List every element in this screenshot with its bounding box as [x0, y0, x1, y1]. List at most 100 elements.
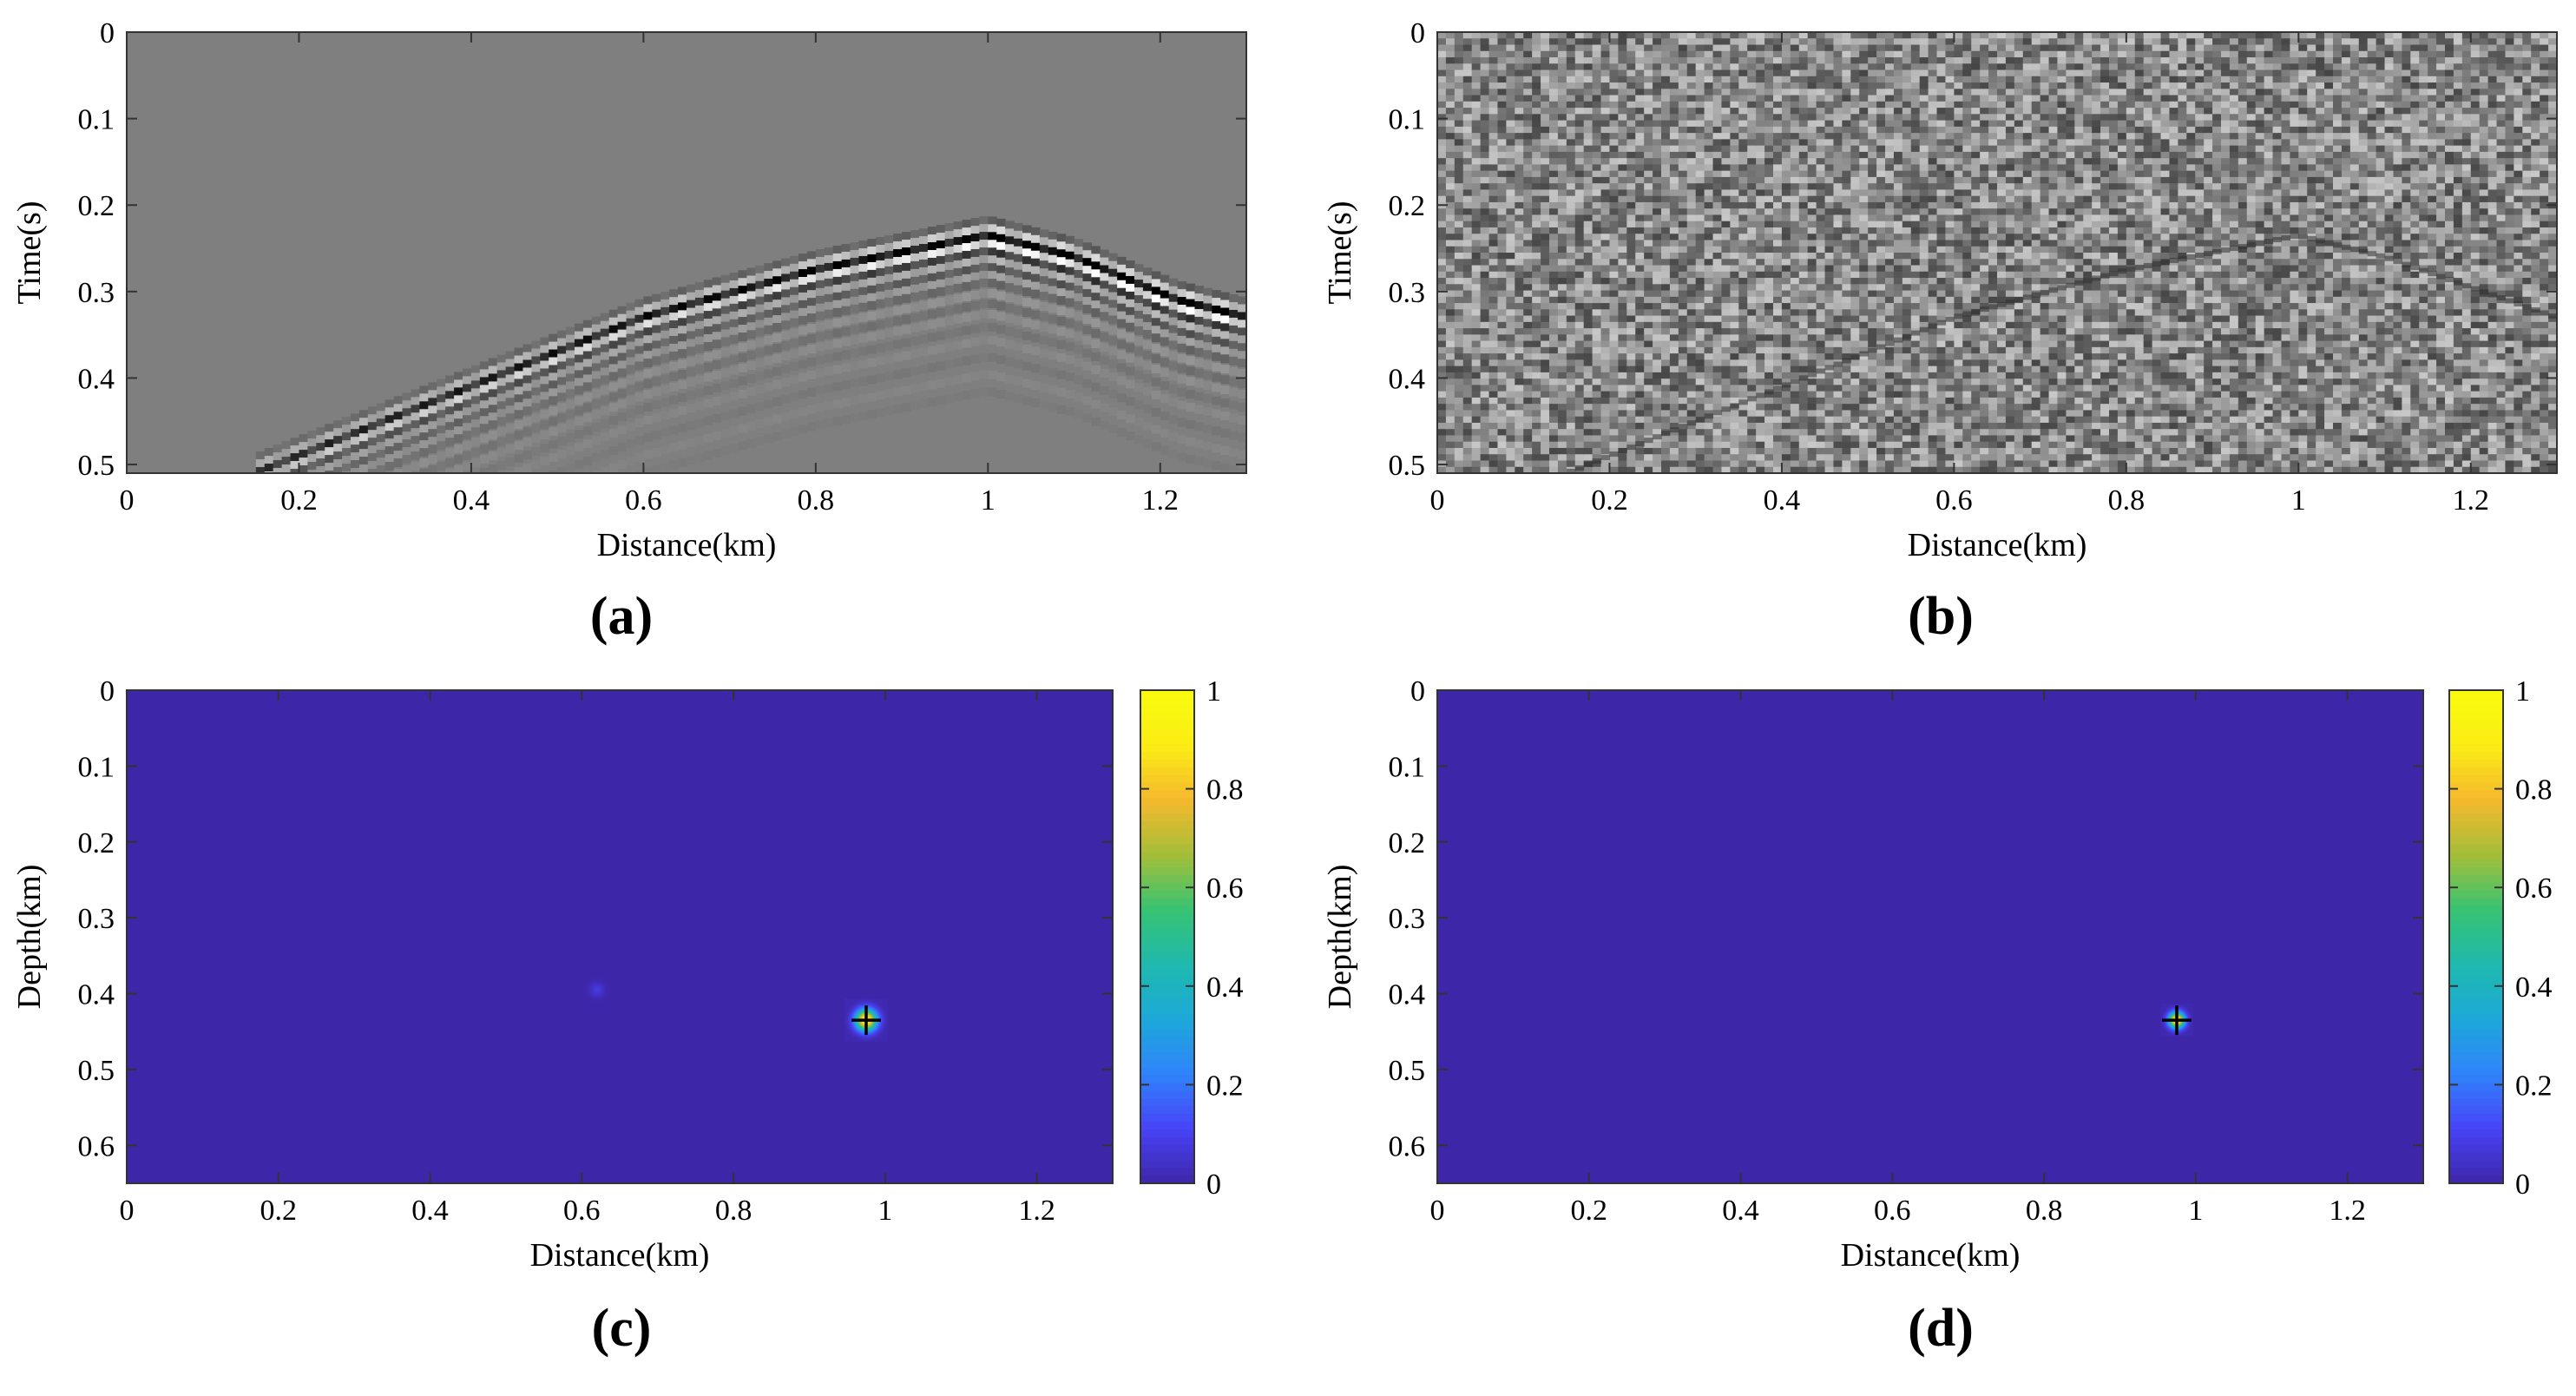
event-wavelet	[712, 332, 722, 341]
event-wavelet	[893, 234, 903, 243]
noise-cell	[1644, 108, 1653, 115]
noise-cell	[1574, 101, 1585, 109]
noise-cell	[1600, 221, 1611, 228]
event-wavelet	[1160, 321, 1170, 331]
noise-cell	[1756, 328, 1765, 335]
event-wavelet	[1194, 405, 1204, 414]
noise-cell	[1653, 328, 1662, 335]
noise-cell	[1798, 195, 1809, 203]
event-wavelet	[669, 335, 679, 345]
noise-cell	[1644, 38, 1653, 46]
noise-cell	[1541, 176, 1550, 184]
event-wavelet	[1212, 320, 1221, 330]
noise-cell	[1798, 284, 1809, 292]
noise-cell	[1583, 271, 1594, 279]
event-wavelet	[1203, 287, 1212, 297]
noise-cell	[1730, 466, 1739, 473]
noise-cell	[1454, 221, 1464, 228]
noise-cell	[1773, 57, 1783, 64]
event-wavelet	[988, 335, 997, 345]
noise-cell	[1678, 359, 1688, 367]
event-wavelet	[1022, 344, 1032, 353]
noise-cell	[1618, 214, 1627, 222]
noise-cell	[1574, 89, 1585, 96]
noise-cell	[1644, 346, 1653, 354]
event-wavelet	[643, 389, 653, 398]
noise-cell	[1566, 227, 1576, 234]
noise-cell	[1712, 303, 1723, 310]
event-wavelet	[368, 561, 378, 570]
noise-cell	[1712, 139, 1723, 147]
noise-cell	[1532, 158, 1541, 165]
noise-cell	[1574, 271, 1585, 279]
noise-cell	[1462, 63, 1473, 71]
noise-cell	[1721, 133, 1731, 140]
event-wavelet	[437, 462, 446, 471]
event-wavelet	[617, 313, 628, 323]
event-wavelet	[281, 457, 292, 466]
noise-cell	[1798, 290, 1809, 298]
noise-cell	[1609, 89, 1619, 96]
noise-cell	[1626, 278, 1636, 285]
noise-cell	[1626, 221, 1636, 228]
noise-cell	[1437, 278, 1447, 285]
noise-cell	[1454, 158, 1464, 165]
noise-cell	[1566, 69, 1576, 77]
noise-cell	[1557, 170, 1567, 178]
noise-cell	[1626, 271, 1636, 279]
event-wavelet	[1108, 276, 1118, 286]
event-wavelet	[1014, 246, 1023, 255]
event-wavelet	[962, 281, 972, 291]
noise-cell	[1557, 315, 1567, 323]
noise-cell	[1609, 372, 1619, 379]
noise-cell	[1618, 176, 1627, 184]
event-wavelet	[290, 445, 300, 455]
noise-cell	[1756, 447, 1765, 455]
noise-cell	[1773, 271, 1783, 279]
event-wavelet	[575, 378, 584, 387]
noise-cell	[1781, 284, 1791, 292]
noise-cell	[1721, 214, 1731, 222]
noise-cell	[1532, 101, 1541, 109]
event-wavelet	[463, 431, 472, 440]
event-wavelet	[368, 500, 378, 509]
event-wavelet	[256, 571, 266, 580]
event-wavelet	[996, 372, 1006, 382]
noise-cell	[1653, 466, 1662, 473]
event-wavelet	[720, 394, 731, 404]
noise-cell	[1600, 151, 1611, 159]
noise-cell	[1549, 126, 1559, 134]
event-wavelet	[918, 228, 929, 238]
noise-cell	[1730, 57, 1739, 64]
event-wavelet	[798, 390, 808, 399]
event-wavelet	[1168, 340, 1179, 350]
event-wavelet	[333, 575, 343, 583]
event-wavelet	[428, 390, 437, 399]
noise-cell	[1574, 385, 1585, 392]
noise-cell	[1471, 315, 1482, 323]
event-wavelet	[617, 425, 628, 435]
noise-cell	[1764, 38, 1774, 46]
noise-cell	[1712, 221, 1723, 228]
event-wavelet	[428, 382, 437, 392]
event-wavelet	[1238, 335, 1246, 345]
noise-cell	[1773, 189, 1783, 197]
event-wavelet	[634, 306, 644, 316]
event-wavelet	[962, 391, 972, 400]
noise-cell	[1798, 346, 1809, 354]
event-wavelet	[884, 372, 894, 381]
noise-cell	[1661, 139, 1671, 147]
event-wavelet	[687, 404, 696, 413]
event-wavelet	[643, 296, 653, 306]
event-wavelet	[806, 298, 817, 307]
event-wavelet	[962, 258, 972, 267]
noise-cell	[1471, 278, 1482, 285]
noise-cell	[1653, 454, 1662, 462]
event-wavelet	[806, 251, 817, 260]
noise-cell	[1480, 315, 1490, 323]
event-wavelet	[549, 440, 558, 450]
event-wavelet	[522, 451, 532, 460]
event-wavelet	[1065, 282, 1075, 292]
event-wavelet	[850, 273, 860, 282]
noise-cell	[1695, 385, 1705, 392]
